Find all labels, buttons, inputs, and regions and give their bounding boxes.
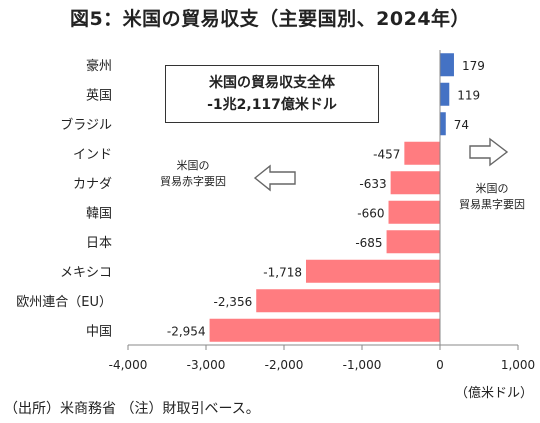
category-label: 豪州	[86, 58, 112, 74]
total-balance-box: 米国の貿易収支全体 -1兆2,117億米ドル	[165, 65, 379, 123]
category-label: 韓国	[86, 206, 112, 221]
x-tick-label: 0	[436, 358, 444, 372]
x-tick-label: -1,000	[343, 358, 382, 372]
left-arrow-icon	[253, 164, 296, 192]
category-label: 日本	[86, 236, 112, 251]
surplus-note-line2: 貿易黒字要因	[459, 198, 525, 211]
right-arrow-icon	[469, 137, 509, 167]
category-label: ブラジル	[60, 117, 112, 133]
data-label: -633	[359, 177, 386, 191]
category-label: 中国	[86, 324, 112, 339]
deficit-note-line1: 米国の	[176, 159, 210, 172]
category-label: インド	[73, 147, 112, 162]
data-label: -685	[355, 236, 382, 250]
chart-title: 図5：米国の貿易収支（主要国別、2024年）	[69, 8, 471, 30]
x-tick-label: -3,000	[187, 358, 226, 372]
bar	[440, 82, 450, 106]
deficit-note-line2: 貿易赤字要因	[160, 175, 226, 188]
total-balance-heading: 米国の貿易収支全体	[209, 75, 335, 91]
bar	[256, 289, 440, 313]
data-label: 179	[462, 59, 485, 73]
bar	[440, 112, 446, 136]
bar	[305, 259, 440, 283]
bar	[386, 230, 440, 254]
category-label: 英国	[86, 88, 112, 103]
bar	[209, 318, 440, 342]
surplus-note: 米国の 貿易黒字要因	[446, 181, 538, 213]
total-balance-value: -1兆2,117億米ドル	[207, 97, 337, 113]
source-note: （出所）米商務省 （注）財取引ベース。	[4, 401, 260, 417]
data-label: -660	[357, 206, 384, 220]
x-tick-label: 1,000	[501, 358, 535, 372]
category-label: カナダ	[73, 177, 112, 192]
data-label: 119	[457, 88, 480, 102]
category-label: メキシコ	[60, 265, 112, 280]
bar	[388, 200, 440, 224]
data-label: -457	[373, 147, 400, 161]
data-label: -2,356	[214, 295, 253, 309]
bar	[390, 171, 440, 195]
data-label: -1,718	[263, 265, 302, 279]
bar	[440, 53, 454, 77]
x-tick-label: -4,000	[109, 358, 148, 372]
category-label: 欧州連合（EU）	[16, 295, 112, 310]
surplus-note-line1: 米国の	[475, 182, 509, 195]
bar	[404, 141, 440, 165]
x-tick-label: -2,000	[265, 358, 304, 372]
data-label: -2,954	[167, 324, 206, 338]
axis-unit-label: （億米ドル）	[455, 386, 534, 401]
data-label: 74	[454, 118, 469, 132]
deficit-note: 米国の 貿易赤字要因	[148, 158, 238, 190]
